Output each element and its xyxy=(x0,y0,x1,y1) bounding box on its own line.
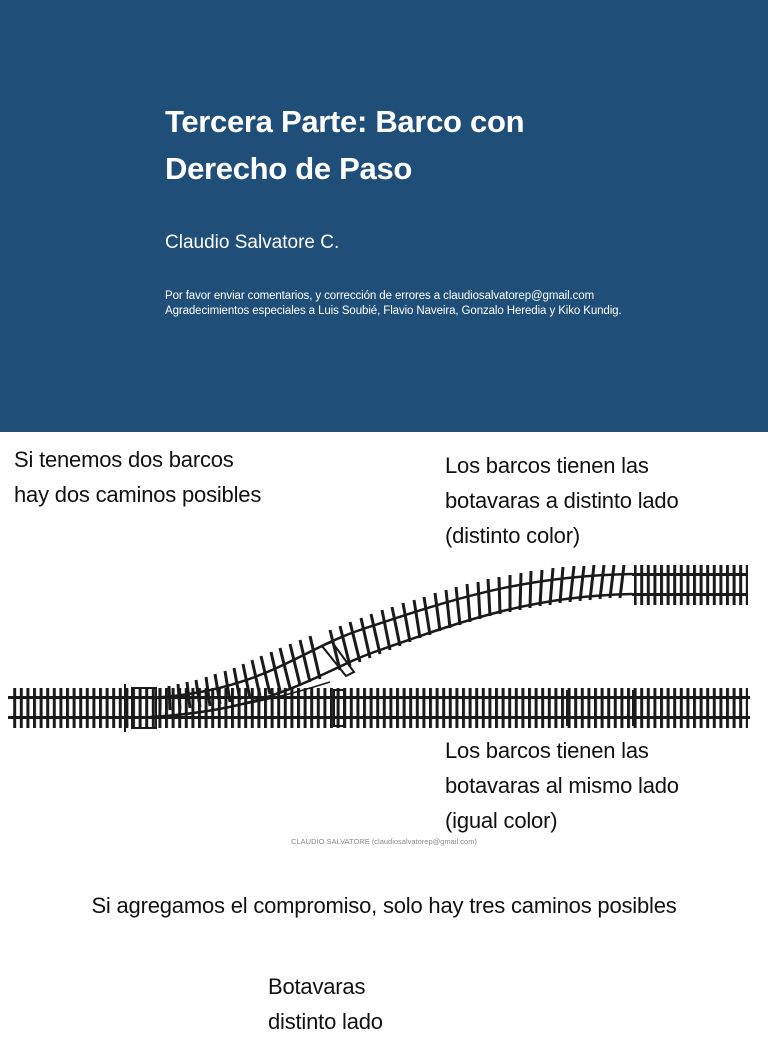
intro-text: Si tenemos dos barcos hay dos caminos po… xyxy=(14,442,261,512)
author-name: Claudio Salvatore C. xyxy=(165,232,340,253)
intro-line-2: hay dos caminos posibles xyxy=(14,482,262,507)
branch-label-line-1: Los barcos tienen las xyxy=(445,453,649,478)
straight-track-label: Los barcos tienen las botavaras al mismo… xyxy=(445,733,679,838)
acknowledgements: Por favor enviar comentarios, y correcci… xyxy=(165,289,622,319)
title-line-2: Derecho de Paso xyxy=(165,151,413,186)
feedback-note: Por favor enviar comentarios, y correcci… xyxy=(165,290,595,302)
page-title: Tercera Parte: Barco con Derecho de Paso xyxy=(165,98,725,192)
railroad-switch-track-icon xyxy=(8,564,750,732)
branch-label-line-3: (distinto color) xyxy=(445,523,580,548)
intro-line-1: Si tenemos dos barcos xyxy=(14,447,234,472)
straight-label-line-2: botavaras al mismo lado xyxy=(445,773,679,798)
botavaras-label: Botavaras distinto lado xyxy=(268,969,383,1039)
branch-track-label: Los barcos tienen las botavaras a distin… xyxy=(445,448,679,553)
content-slide: Si tenemos dos barcos hay dos caminos po… xyxy=(0,432,768,1034)
title-slide: Tercera Parte: Barco con Derecho de Paso… xyxy=(0,0,768,432)
botavaras-line-1: Botavaras xyxy=(268,974,366,999)
branch-label-line-2: botavaras a distinto lado xyxy=(445,488,679,513)
thanks-note: Agradecimientos especiales a Luis Soubié… xyxy=(165,305,622,317)
straight-label-line-3: (igual color) xyxy=(445,808,558,833)
straight-label-line-1: Los barcos tienen las xyxy=(445,738,649,763)
title-line-1: Tercera Parte: Barco con xyxy=(165,104,525,139)
footer-credit: CLAUDIO SALVATORE (claudiosalvatorep@gma… xyxy=(291,837,477,846)
compromise-text: Si agregamos el compromiso, solo hay tre… xyxy=(91,893,677,918)
botavaras-line-2: distinto lado xyxy=(268,1009,383,1034)
